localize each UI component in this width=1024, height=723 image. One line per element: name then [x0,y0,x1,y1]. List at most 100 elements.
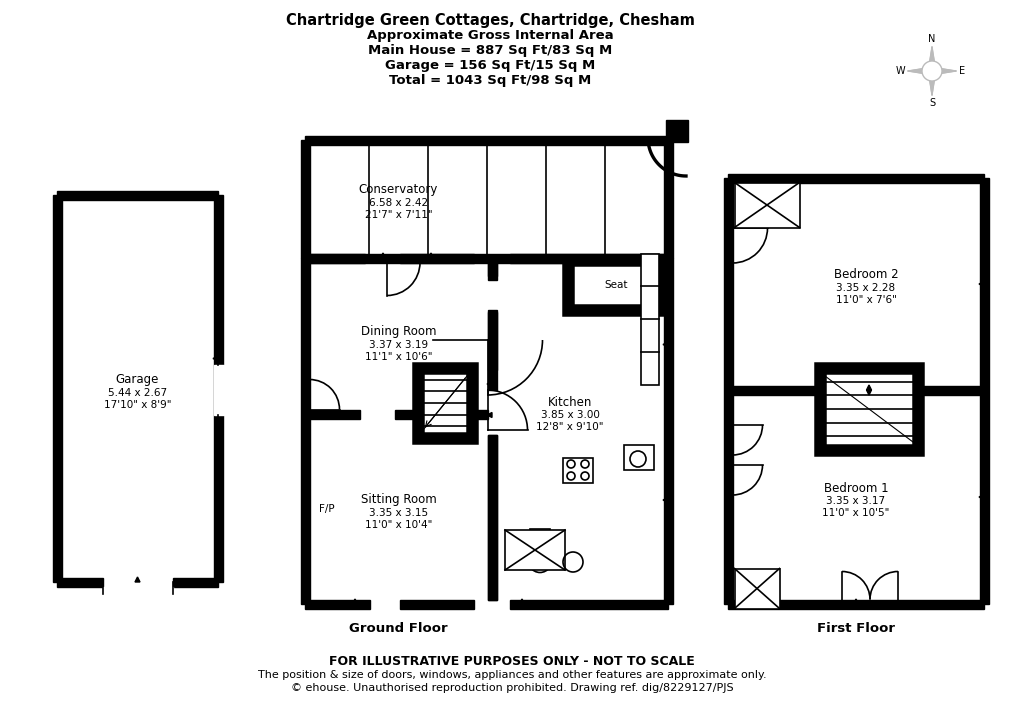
Bar [487,435,497,599]
Text: N: N [929,34,936,44]
Bar [102,586,172,591]
Text: Chartridge Green Cottages, Chartridge, Chesham: Chartridge Green Cottages, Chartridge, C… [286,13,694,28]
Bar [734,182,800,228]
Text: Total = 1043 Sq Ft/98 Sq M: Total = 1043 Sq Ft/98 Sq M [389,74,591,87]
Polygon shape [728,281,733,286]
Polygon shape [352,604,357,609]
Polygon shape [866,390,871,395]
Text: 11'0" x 10'4": 11'0" x 10'4" [365,520,432,530]
Bar [641,254,659,385]
Text: 12'8" x 9'10": 12'8" x 9'10" [537,422,604,432]
Polygon shape [352,599,357,604]
Polygon shape [381,258,385,263]
Text: 11'0" x 7'6": 11'0" x 7'6" [836,295,896,305]
Bar [510,254,668,262]
Bar [666,120,688,142]
Bar [624,445,654,470]
Bar [213,365,223,415]
Text: 3.85 x 3.00: 3.85 x 3.00 [541,410,599,420]
Text: 3.37 x 3.19: 3.37 x 3.19 [369,340,428,350]
Bar [510,599,668,609]
Text: 17'10" x 8'9": 17'10" x 8'9" [103,400,171,409]
Bar [305,135,668,145]
Text: First Floor: First Floor [817,622,895,635]
Text: 21'7" x 7'11": 21'7" x 7'11" [365,210,432,220]
Text: Bedroom 2: Bedroom 2 [834,268,898,281]
Text: F/P: F/P [319,504,335,514]
Bar [52,195,61,582]
Bar [732,385,980,395]
Bar [305,254,365,262]
Polygon shape [381,253,385,258]
Polygon shape [487,382,492,387]
Text: © ehouse. Unauthorised reproduction prohibited. Drawing ref. dig/8229127/PJS: © ehouse. Unauthorised reproduction proh… [291,683,733,693]
Polygon shape [213,356,218,361]
Bar [563,458,593,482]
Text: Seat: Seat [604,280,628,290]
Bar [980,178,988,604]
Text: Garage: Garage [116,373,159,386]
Bar [172,578,218,586]
Bar [418,368,472,438]
Bar [530,529,550,541]
Text: FOR ILLUSTRATIVE PURPOSES ONLY - NOT TO SCALE: FOR ILLUSTRATIVE PURPOSES ONLY - NOT TO … [329,655,695,668]
Polygon shape [519,599,524,604]
Bar [487,435,497,599]
Text: 3.35 x 3.15: 3.35 x 3.15 [369,508,428,518]
Text: Dining Room: Dining Room [360,325,436,338]
Bar [505,530,565,570]
Polygon shape [135,577,140,582]
Bar [664,140,673,258]
Text: Bedroom 1: Bedroom 1 [823,482,888,495]
Polygon shape [663,342,668,347]
Bar [820,368,918,450]
Text: 3.35 x 2.28: 3.35 x 2.28 [837,283,896,293]
Bar [728,599,984,609]
Bar [400,254,474,262]
Text: Conservatory: Conservatory [358,184,438,197]
Polygon shape [942,69,956,73]
Polygon shape [930,81,934,95]
Polygon shape [428,253,433,258]
Text: W: W [895,66,905,76]
Polygon shape [853,178,858,183]
Polygon shape [728,495,733,500]
Text: 11'1" x 10'6": 11'1" x 10'6" [365,352,432,362]
Bar [57,190,218,200]
Bar [664,258,673,604]
Polygon shape [135,195,140,200]
Polygon shape [305,333,310,338]
Polygon shape [305,507,310,511]
Bar [400,599,474,609]
Bar [305,254,668,262]
Text: 6.58 x 2.42: 6.58 x 2.42 [369,198,428,208]
Text: 11'0" x 10'5": 11'0" x 10'5" [822,508,890,518]
Polygon shape [492,382,497,387]
Bar [213,195,222,582]
Bar [568,260,664,310]
Text: E: E [959,66,966,76]
Text: The position & size of doors, windows, appliances and other features are approxi: The position & size of doors, windows, a… [258,670,766,680]
Bar [487,262,497,275]
Bar [487,262,497,280]
Bar [300,258,309,604]
Bar [395,409,487,419]
Text: 5.44 x 2.67: 5.44 x 2.67 [108,388,167,398]
Polygon shape [57,386,62,391]
Polygon shape [866,385,871,390]
Polygon shape [663,497,668,502]
Text: 3.35 x 3.17: 3.35 x 3.17 [826,496,886,506]
Text: Ground Floor: Ground Floor [349,622,447,635]
Bar [487,310,497,390]
Text: Approximate Gross Internal Area: Approximate Gross Internal Area [367,29,613,42]
Polygon shape [853,599,858,604]
Bar [728,174,984,182]
Bar [734,568,779,609]
Polygon shape [487,413,492,417]
Bar [487,312,497,370]
Bar [57,578,102,586]
Text: Garage = 156 Sq Ft/15 Sq M: Garage = 156 Sq Ft/15 Sq M [385,59,595,72]
Text: S: S [929,98,935,108]
Circle shape [922,61,942,81]
Polygon shape [979,495,984,500]
